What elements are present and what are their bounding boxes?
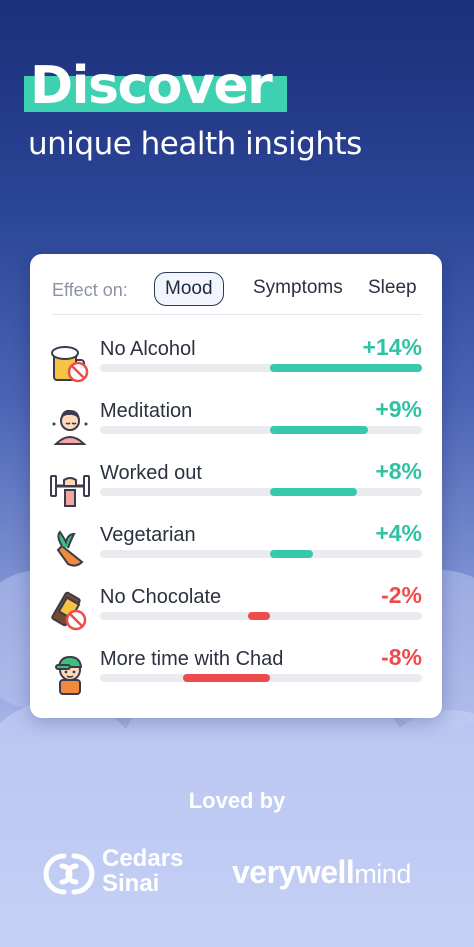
- meditation-person-icon: [48, 404, 92, 448]
- insight-value: +4%: [375, 520, 422, 546]
- insight-bar: [183, 674, 270, 682]
- effect-tabs: Effect on: Mood Symptoms Sleep: [52, 272, 422, 312]
- title-highlight: [24, 76, 287, 112]
- cedars-line2: Sinai: [102, 870, 160, 897]
- dumbbell-workout-icon: [48, 466, 92, 510]
- carrot-icon: [48, 528, 92, 572]
- insight-label: Worked out: [100, 462, 202, 484]
- insight-bar: [248, 612, 270, 620]
- effect-on-label: Effect on:: [52, 280, 128, 300]
- insight-value: +8%: [375, 458, 422, 484]
- insight-bar-track: [100, 674, 422, 682]
- mind-text: mind: [354, 859, 411, 889]
- insight-label: Vegetarian: [100, 524, 196, 546]
- insight-row[interactable]: Vegetarian +4%: [48, 520, 424, 580]
- hero-subtitle: unique health insights: [28, 126, 362, 162]
- no-chocolate-icon: [48, 590, 92, 634]
- insight-bar: [270, 550, 314, 558]
- insight-row[interactable]: More time with Chad -8%: [48, 644, 424, 704]
- insight-bar-track: [100, 426, 422, 434]
- boy-cap-icon: [48, 652, 92, 696]
- insight-bar-track: [100, 488, 422, 496]
- cedars-sinai-logo: Cedars Sinai: [102, 846, 183, 896]
- insight-bar-track: [100, 364, 422, 372]
- insight-label: More time with Chad: [100, 648, 284, 670]
- tab-symptoms[interactable]: Symptoms: [253, 277, 343, 298]
- insight-bar: [270, 364, 422, 372]
- verywell-text: verywell: [232, 854, 355, 890]
- insight-label: Meditation: [100, 400, 193, 422]
- tabs-divider: [52, 314, 422, 315]
- insight-bar: [270, 488, 357, 496]
- insight-bar-track: [100, 612, 422, 620]
- cedars-sinai-logo-icon: [43, 853, 95, 895]
- insight-row[interactable]: No Chocolate -2%: [48, 582, 424, 642]
- insight-bar-track: [100, 550, 422, 558]
- insight-value: -8%: [381, 644, 422, 670]
- insight-bar: [270, 426, 368, 434]
- insights-card: Effect on: Mood Symptoms Sleep No Alcoho…: [30, 254, 442, 718]
- cedars-line1: Cedars: [102, 845, 184, 872]
- insight-label: No Alcohol: [100, 338, 196, 360]
- verywell-mind-logo: verywellmind: [232, 854, 411, 891]
- tab-sleep[interactable]: Sleep: [368, 277, 417, 298]
- loved-by-label: Loved by: [188, 788, 286, 813]
- insight-value: +9%: [375, 396, 422, 422]
- insight-row[interactable]: Worked out +8%: [48, 458, 424, 518]
- insight-row[interactable]: No Alcohol +14%: [48, 334, 424, 394]
- partner-logos: Cedars Sinai verywellmind: [0, 840, 474, 910]
- insight-row[interactable]: Meditation +9%: [48, 396, 424, 456]
- beer-no-alcohol-icon: [48, 342, 92, 386]
- insight-value: -2%: [381, 582, 422, 608]
- hero-title: Discover: [30, 56, 273, 116]
- insight-label: No Chocolate: [100, 586, 222, 608]
- tab-mood[interactable]: Mood: [154, 272, 224, 306]
- insight-value: +14%: [362, 334, 422, 360]
